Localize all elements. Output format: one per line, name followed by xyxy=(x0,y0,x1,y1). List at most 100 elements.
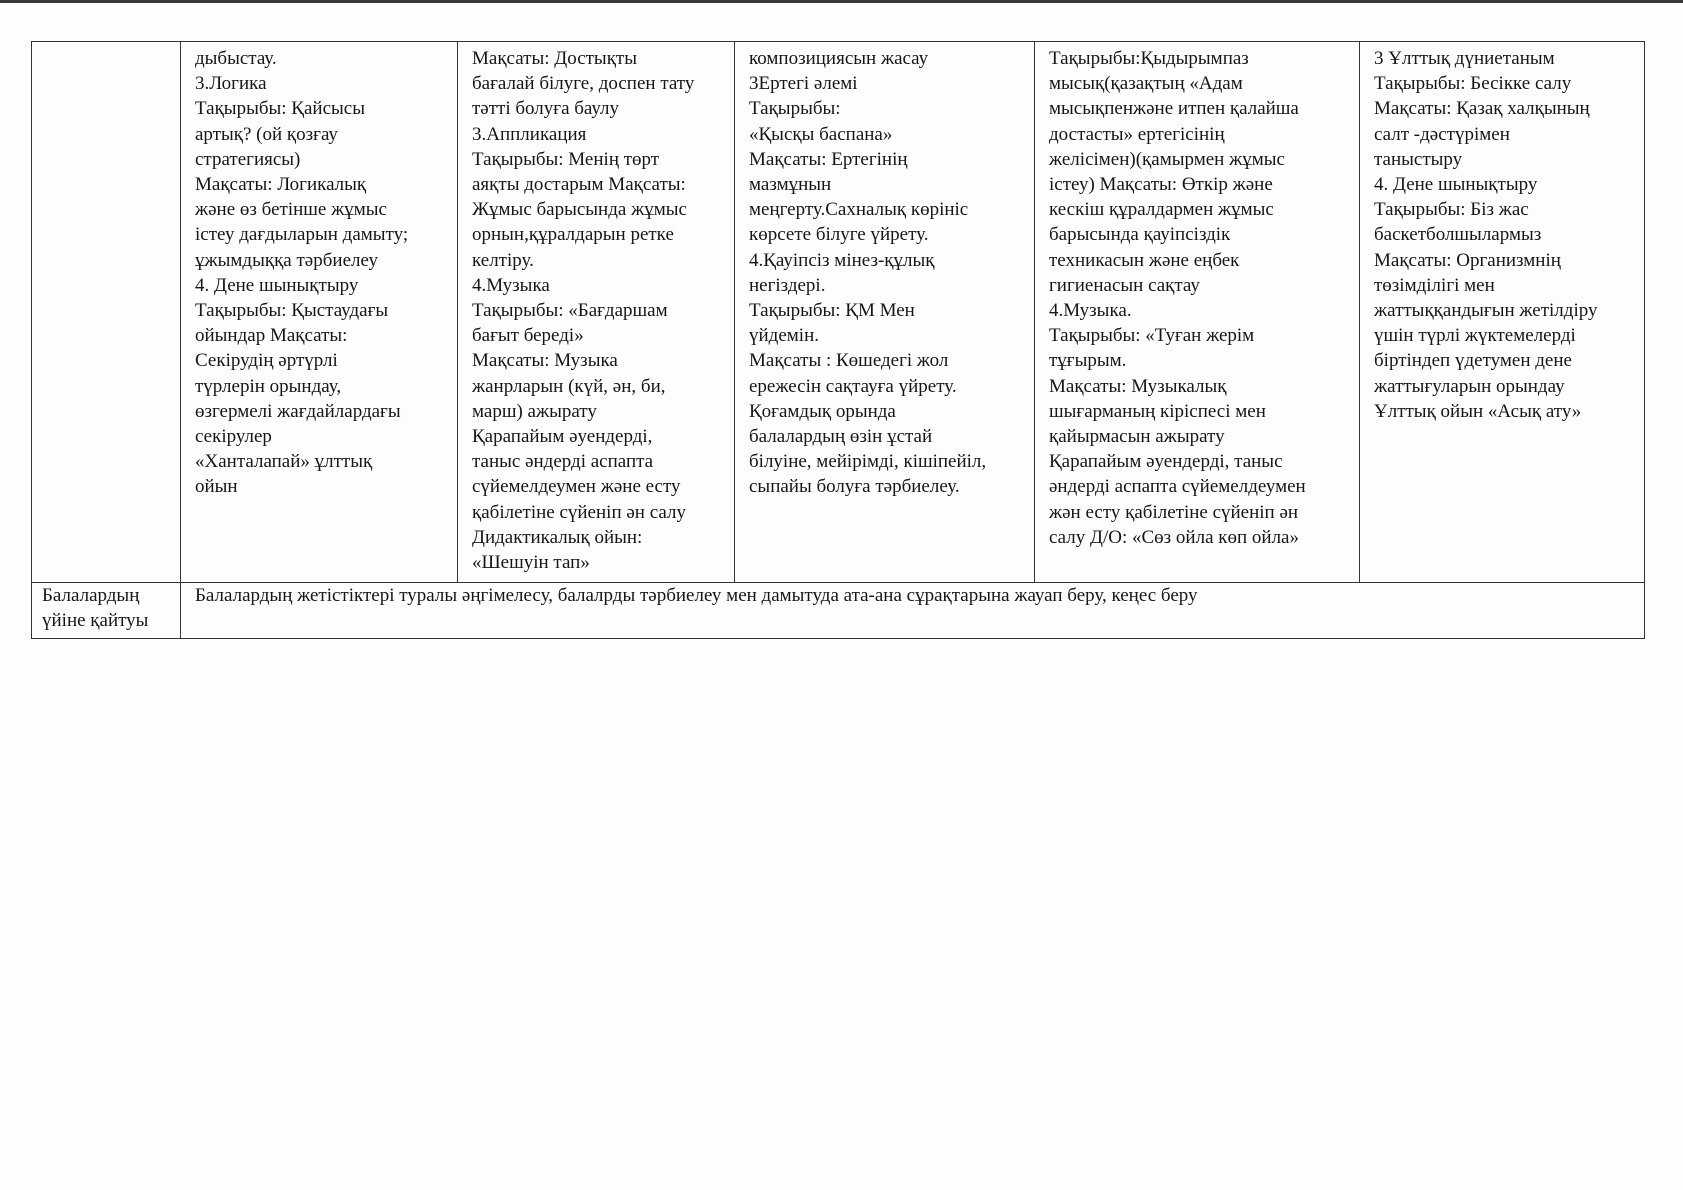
text-line: ойындар Мақсаты: xyxy=(195,325,348,347)
text-line: келтіру. xyxy=(472,249,534,271)
text-line: білуіне, мейірімді, кішіпейіл, xyxy=(749,451,987,473)
text-line: Мақсаты: Музыкалық xyxy=(1049,375,1227,397)
text-line: «Қысқы баспана» xyxy=(749,123,893,145)
text-line: істеу) Мақсаты: Өткір және xyxy=(1049,174,1273,196)
text-line: Мақсаты: Логикалық xyxy=(195,174,367,196)
text-line: секірулер xyxy=(195,426,272,448)
text-line: Мақсаты : Көшедегі жол xyxy=(749,350,949,372)
text-line: үйіне қайтуы xyxy=(42,610,149,632)
text-line: сүйемелдеумен және есту xyxy=(472,476,681,498)
activity-cell: дыбыстау. 3.Логика Тақырыбы: Қайсысы артық?… xyxy=(180,41,458,583)
table-row: дыбыстау. 3.Логика Тақырыбы: Қайсысы артық?… xyxy=(31,41,1645,583)
text-line: қайырмасын ажырату xyxy=(1049,426,1225,448)
text-line: Мақсаты: Қазақ халқының xyxy=(1374,98,1590,120)
text-line: композициясын жасау xyxy=(749,48,929,69)
text-line: 3 Ұлттық дүниетаным xyxy=(1374,48,1555,69)
text-line: мазмұнын xyxy=(749,174,832,196)
text-line: Мақсаты: Организмнің xyxy=(1374,249,1561,271)
text-line: орнын,құралдарын ретке xyxy=(472,224,674,246)
activity-cell: композициясын жасау 3Ертегі әлемі Тақырыбы… xyxy=(734,41,1035,583)
text-line: Қоғамдық орында xyxy=(749,400,896,422)
text-line: меңгерту.Сахналық көрініс xyxy=(749,199,969,221)
text-line: Тақырыбы: xyxy=(749,98,841,120)
text-line: Қарапайым әуендерді, xyxy=(472,426,653,448)
text-line: көрсете білуге үйрету. xyxy=(749,224,929,246)
text-line: баскетболшылармыз xyxy=(1374,224,1542,246)
text-line: Балалардың xyxy=(42,585,140,606)
text-line: жаттығуларын орындау xyxy=(1374,375,1565,397)
text-line: Тақырыбы:Қыдырымпаз xyxy=(1049,48,1249,69)
text-line: Мақсаты: Достықты xyxy=(472,48,637,69)
schedule-table: дыбыстау. 3.Логика Тақырыбы: Қайсысы артық?… xyxy=(31,41,1645,639)
text-line: жанрларын (күй, ән, би, xyxy=(472,375,666,397)
text-line: 3Ертегі әлемі xyxy=(749,73,858,95)
text-line: аяқты достарым Мақсаты: xyxy=(472,174,686,196)
text-line: ережесін сақтауға үйрету. xyxy=(749,375,957,397)
text-line: бағалай білуге, доспен тату xyxy=(472,73,695,95)
text-line: барысында қауіпсіздік xyxy=(1049,224,1231,246)
text-line: дыбыстау. xyxy=(195,48,277,69)
departure-text-cell: Балалардың жетістіктері туралы әңгімелес… xyxy=(180,582,1645,639)
text-line: Ұлттық ойын «Асық ату» xyxy=(1374,400,1582,422)
text-line: артық? (ой қозғау xyxy=(195,123,338,145)
text-line: бағыт береді» xyxy=(472,325,584,347)
text-line: салт -дәстүрімен xyxy=(1374,123,1510,145)
text-line: стратегиясы) xyxy=(195,148,301,170)
text-line: Тақырыбы: Менің төрт xyxy=(472,148,660,170)
text-line: Мақсаты: Ертегінің xyxy=(749,148,908,170)
text-line: тұғырым. xyxy=(1049,350,1127,372)
activity-cell: Тақырыбы:Қыдырымпаз мысық(қазақтың «Адам м… xyxy=(1034,41,1360,583)
text-line: техникасын және еңбек xyxy=(1049,249,1240,271)
text-line: таныс әндерді аспапта xyxy=(472,451,654,473)
text-line: 3.Аппликация xyxy=(472,123,587,145)
text-line: сыпайы болуға тәрбиелеу. xyxy=(749,476,960,498)
text-line: негіздері. xyxy=(749,274,826,296)
text-line: істеу дағдыларын дамыту; xyxy=(195,224,409,246)
text-line: Жұмыс барысында жұмыс xyxy=(472,199,687,221)
text-line: кескіш құралдармен жұмыс xyxy=(1049,199,1274,221)
text-line: Тақырыбы: Бесікке салу xyxy=(1374,73,1572,95)
text-line: гигиенасын сақтау xyxy=(1049,274,1200,296)
text-line: Тақырыбы: ҚМ Мен xyxy=(749,300,915,322)
text-line: Тақырыбы: «Туған жерім xyxy=(1049,325,1255,347)
text-line: мысық(қазақтың «Адам xyxy=(1049,73,1243,95)
text-line: біртіндеп үдетумен дене xyxy=(1374,350,1572,372)
text-line: «Шешуін тап» xyxy=(472,552,590,574)
text-line: Тақырыбы: Біз жас xyxy=(1374,199,1529,221)
text-line: 4.Қауіпсіз мінез-құлық xyxy=(749,249,935,271)
row-label-cell xyxy=(31,41,181,583)
text-line: 4. Дене шынықтыру xyxy=(1374,174,1538,196)
text-line: 4. Дене шынықтыру xyxy=(195,274,359,296)
text-line: Секірудің әртүрлі xyxy=(195,350,338,372)
text-line: жән есту қабілетіне сүйеніп ән xyxy=(1049,501,1299,523)
text-line: Тақырыбы: «Бағдаршам xyxy=(472,300,668,322)
text-line: 3.Логика xyxy=(195,73,267,95)
text-line: ұжымдыққа тәрбиелеу xyxy=(195,249,378,271)
text-line: «Ханталапай» ұлттық xyxy=(195,451,373,473)
text-line: салу Д/О: «Сөз ойла көп ойла» xyxy=(1049,526,1299,548)
scan-edge xyxy=(0,0,1683,3)
text-line: тәтті болуға баулу xyxy=(472,98,620,120)
text-line: Мақсаты: Музыка xyxy=(472,350,618,372)
text-line: марш) ажырату xyxy=(472,400,597,422)
row-label-cell: Балалардың үйіне қайтуы xyxy=(31,582,181,639)
table-row: Балалардың үйіне қайтуы Балалардың жетіст… xyxy=(31,582,1645,639)
text-line: ойын xyxy=(195,476,238,498)
text-line: мысықпенжәне итпен қалайша xyxy=(1049,98,1299,120)
text-line: Тақырыбы: Қайсысы xyxy=(195,98,365,120)
text-line: балалардың өзін ұстай xyxy=(749,426,933,448)
text-line: Дидактикалық ойын: xyxy=(472,526,643,548)
text-line: төзімділігі мен xyxy=(1374,274,1495,296)
text-line: желісімен)(қамырмен жұмыс xyxy=(1049,148,1285,170)
activity-cell: Мақсаты: Достықты бағалай білуге, доспен … xyxy=(457,41,735,583)
text-line: таныстыру xyxy=(1374,148,1463,170)
text-line: үшін түрлі жүктемелерді xyxy=(1374,325,1576,347)
text-line: 4.Музыка. xyxy=(1049,300,1132,322)
text-line: үйдемін. xyxy=(749,325,819,347)
text-line: жаттыққандығын жетілдіру xyxy=(1374,300,1598,322)
text-line: түрлерін орындау, xyxy=(195,375,342,397)
text-line: Қарапайым әуендерді, таныс xyxy=(1049,451,1283,473)
text-line: өзгермелі жағдайлардағы xyxy=(195,400,401,422)
text-line: шығарманың кіріспесі мен xyxy=(1049,400,1266,422)
text-line: және өз бетінше жұмыс xyxy=(195,199,387,221)
